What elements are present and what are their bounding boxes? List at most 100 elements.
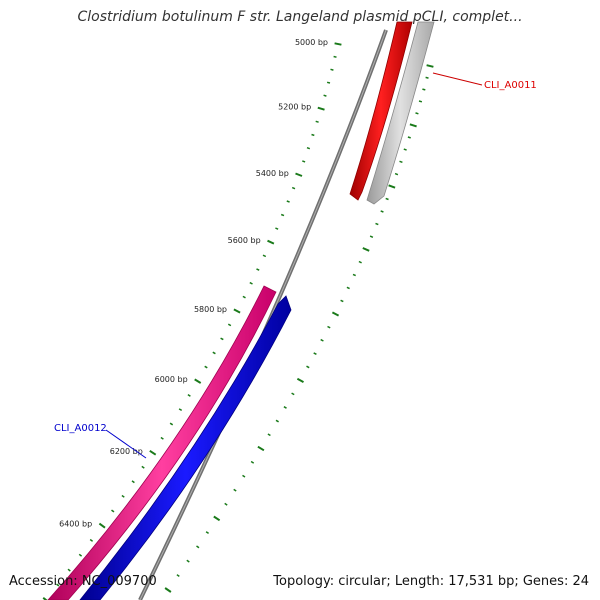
inner-minor-tick [320,338,324,342]
inner-minor-tick [267,433,271,437]
gene-label-leader-cli-a0011 [432,72,483,86]
gene-blue-reverse[interactable] [79,295,292,600]
inner-minor-tick [313,352,317,355]
inner-major-tick [257,445,265,452]
inner-minor-tick [250,460,255,464]
minor-tick [311,133,315,137]
minor-tick [280,213,285,217]
tick-label: 6200 bp [110,447,143,456]
major-tick [194,378,202,384]
tick-label: 5600 bp [228,236,261,245]
inner-minor-tick [422,88,426,91]
inner-minor-tick [403,148,407,151]
minor-tick [178,408,183,412]
inner-major-tick [409,123,417,128]
major-tick [42,597,48,600]
minor-tick [302,160,306,163]
inner-minor-tick [233,488,237,492]
plasmid-backbone-highlight [139,29,387,600]
inner-major-tick [164,587,172,593]
inner-minor-tick [306,365,310,369]
inner-minor-tick [375,222,379,226]
minor-tick [249,281,253,285]
minor-tick [220,337,224,341]
inner-minor-tick [418,100,423,103]
inner-minor-tick [385,197,389,201]
inner-minor-tick [205,531,210,535]
inner-major-tick [426,64,434,68]
major-tick [233,308,241,314]
inner-minor-tick [242,474,246,478]
minor-tick [131,480,135,484]
outer-tick-track [42,42,342,600]
minor-tick [242,295,246,299]
minor-tick [275,227,279,230]
minor-tick [78,553,83,557]
minor-tick [227,323,232,327]
tick-label: 5400 bp [256,169,289,178]
tick-label: 6400 bp [59,520,92,529]
inner-minor-tick [224,502,228,506]
minor-tick [256,268,260,271]
minor-tick [56,583,60,587]
minor-tick [121,494,125,498]
tick-label: 5800 bp [194,305,227,314]
gene-gray-reverse[interactable] [366,21,435,205]
inner-major-tick [388,184,396,189]
inner-minor-tick [291,392,295,396]
inner-tick-track [164,64,434,593]
inner-minor-tick [340,299,344,303]
tick-label: 5000 bp [295,38,328,47]
tick-label: 6000 bp [155,375,188,384]
inner-major-tick [362,247,370,252]
inner-minor-tick [196,545,200,549]
inner-minor-tick [399,160,403,164]
inner-minor-tick [380,210,384,213]
tick-label: 5200 bp [278,103,311,112]
inner-major-tick [331,311,340,317]
inner-minor-tick [369,235,374,238]
gene-cli-a0012[interactable] [47,285,277,600]
major-tick [149,449,157,456]
major-tick [98,522,106,529]
minor-tick [315,120,319,123]
minor-tick [204,365,208,369]
minor-tick [89,538,94,542]
gene-label-cli-a0012[interactable]: CLI_A0012 [54,423,107,434]
minor-tick [160,436,164,440]
minor-tick [169,422,174,426]
minor-tick [67,568,71,572]
major-tick [334,42,342,46]
accession-text: Accession: NC_009700 [9,574,157,589]
inner-major-tick [296,377,304,383]
minor-tick [262,254,267,258]
map-title: Clostridium botulinum F str. Langeland p… [77,9,523,25]
major-tick [317,106,325,111]
inner-minor-tick [186,559,190,563]
minor-tick [330,68,334,71]
minor-tick [333,55,337,58]
minor-tick [291,186,296,190]
minor-tick [141,465,145,469]
inner-minor-tick [352,273,357,277]
major-tick [295,172,303,177]
inner-minor-tick [358,260,362,264]
minor-tick [212,351,216,355]
inner-minor-tick [407,136,411,139]
gene-label-cli-a0011[interactable]: CLI_A0011 [484,80,537,91]
minor-tick [323,94,327,97]
inner-minor-tick [327,325,331,329]
gene-label-leader-cli-a0012 [105,429,147,459]
inner-minor-tick [415,112,419,115]
minor-tick [326,81,331,84]
inner-minor-tick [425,76,429,79]
gene-cli-a0011[interactable] [349,21,413,201]
inner-minor-tick [275,419,279,423]
minor-tick [286,200,290,203]
inner-minor-tick [394,172,399,176]
minor-tick [187,393,191,397]
inner-minor-tick [176,574,180,578]
inner-minor-tick [346,286,350,290]
minor-tick [306,146,311,150]
